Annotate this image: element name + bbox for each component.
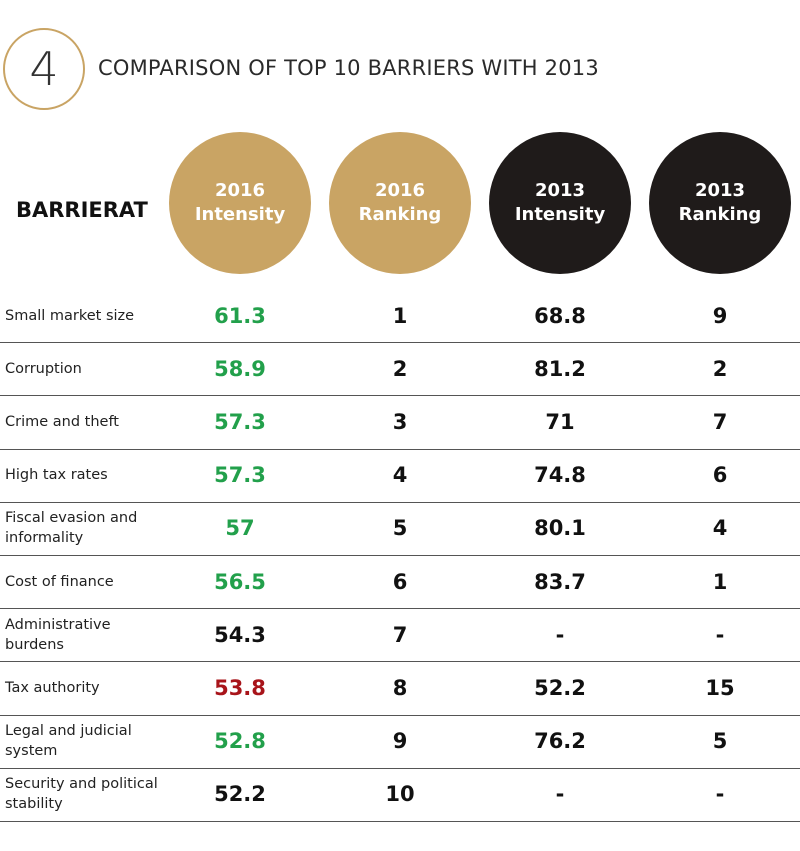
cell: 80.1	[534, 516, 586, 541]
column-year: 2016	[214, 180, 266, 201]
cell: 54.3	[214, 622, 266, 647]
cell: 2	[712, 356, 728, 381]
cell: 57.3	[214, 410, 266, 434]
row-label: Administrative burdens	[5, 616, 111, 653]
column-label: Intensity	[194, 204, 286, 225]
cell: 52.8	[214, 729, 266, 754]
row-label: Corruption	[5, 360, 82, 377]
cell: 52.2	[214, 782, 266, 807]
cell: 6	[392, 569, 408, 594]
cell: 83.7	[534, 569, 586, 594]
cell: 7	[712, 410, 728, 434]
column-header: 2016 Intensity	[169, 132, 311, 274]
cell: 53.8	[214, 676, 266, 700]
cell: 57	[225, 516, 255, 541]
column-header: 2013 Ranking	[649, 132, 791, 274]
cell: 7	[392, 622, 408, 647]
cell: 8	[392, 676, 408, 700]
cell: 74.8	[534, 463, 586, 488]
column-header: 2013 Intensity	[489, 132, 631, 274]
cell: 6	[712, 463, 728, 488]
column-year: 2013	[694, 180, 746, 201]
row-divider	[0, 661, 800, 662]
row-header: BARRIERAT	[16, 198, 148, 222]
column-year: 2013	[534, 180, 586, 201]
cell: -	[715, 622, 725, 647]
row-label: Security and political stability	[5, 776, 158, 813]
cell: 10	[385, 782, 415, 807]
row-divider	[0, 715, 800, 716]
cell: 4	[392, 463, 408, 488]
cell: -	[555, 622, 565, 647]
section-number: 4	[3, 28, 85, 110]
row-label: High tax rates	[5, 467, 108, 484]
row-divider	[0, 395, 800, 396]
row-label: Cost of finance	[5, 573, 114, 590]
cell: 1	[712, 569, 728, 594]
row-divider	[0, 821, 800, 822]
cell: -	[715, 782, 725, 807]
title: COMPARISON OF TOP 10 BARRIERS WITH 2013	[98, 56, 599, 80]
row-divider	[0, 555, 800, 556]
cell: 58.9	[214, 356, 266, 381]
row-divider	[0, 768, 800, 769]
row-label: Small market size	[5, 307, 135, 324]
cell: 71	[545, 410, 575, 434]
row-label: Tax authority	[5, 680, 100, 696]
cell: 81.2	[534, 356, 586, 381]
cell: 15	[705, 676, 735, 700]
row-label: Fiscal evasion and informality	[5, 510, 138, 547]
column-year: 2016	[374, 180, 426, 201]
cell: 9	[712, 303, 728, 328]
cell: 52.2	[534, 676, 586, 700]
cell: 4	[712, 516, 728, 541]
column-label: Intensity	[514, 204, 606, 225]
column-label: Ranking	[678, 204, 762, 225]
cell: 57.3	[214, 463, 266, 488]
cell: 1	[392, 303, 408, 328]
cell: 5	[392, 516, 408, 541]
cell: 2	[392, 356, 408, 381]
cell: -	[555, 782, 565, 807]
column-label: Ranking	[358, 204, 442, 225]
column-header: 2016 Ranking	[329, 132, 471, 274]
row-label: Legal and judicial system	[5, 723, 132, 760]
row-divider	[0, 502, 800, 503]
cell: 56.5	[214, 569, 266, 594]
row-divider	[0, 608, 800, 609]
cell: 5	[712, 729, 728, 754]
cell: 61.3	[214, 303, 266, 328]
cell: 68.8	[534, 303, 586, 328]
cell: 76.2	[534, 729, 586, 754]
cell: 9	[392, 729, 408, 754]
row-label: Crime and theft	[5, 414, 119, 430]
row-divider	[0, 449, 800, 450]
row-divider	[0, 342, 800, 343]
cell: 3	[392, 410, 408, 434]
